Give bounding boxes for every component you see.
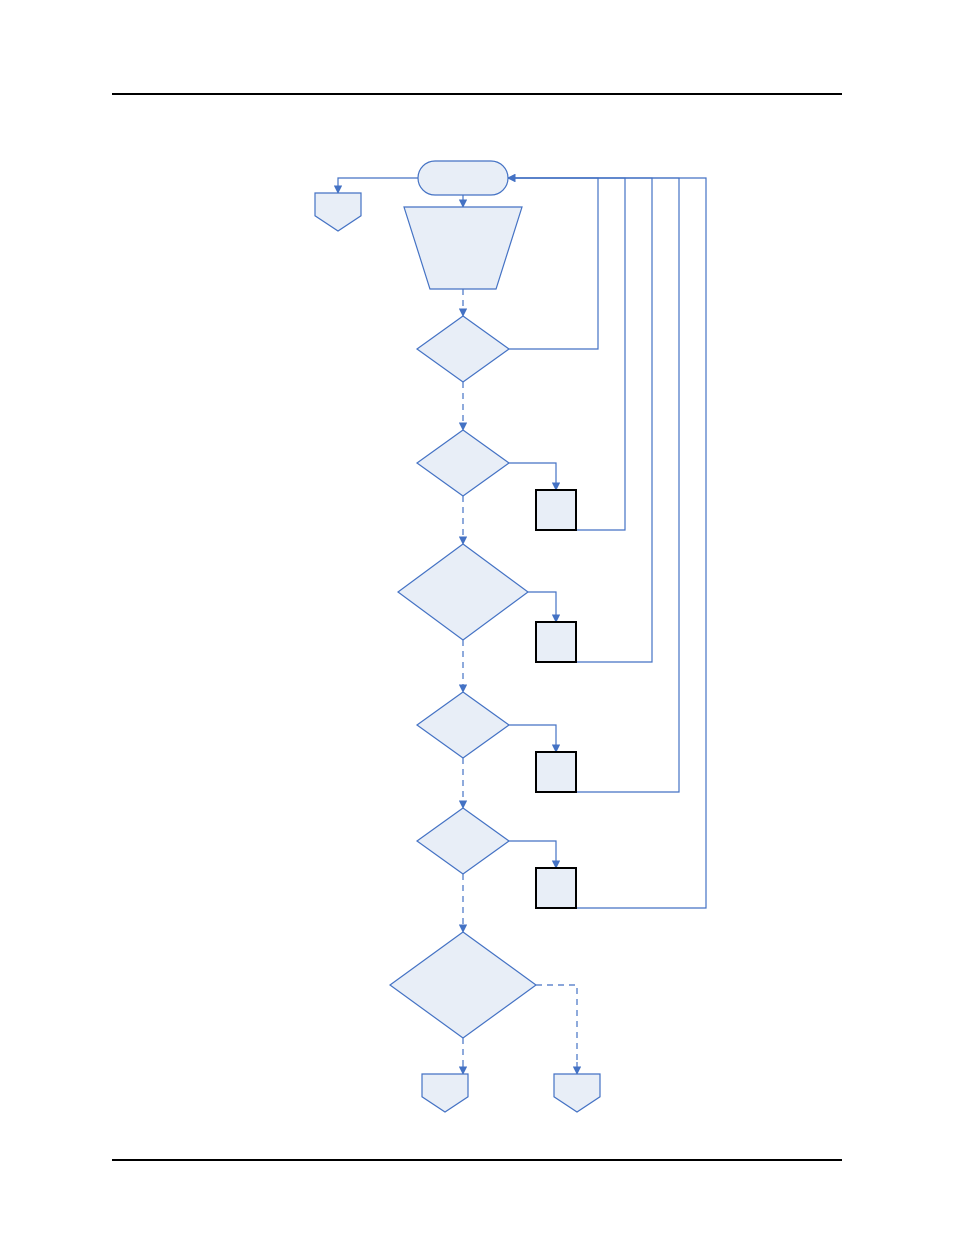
edge-proc2-to-start [508,178,652,662]
edge-dec3-to-proc2 [528,592,556,622]
edge-dec6-to-offpage_B2 [536,985,577,1062]
node-dec5 [417,808,509,874]
edge-dec5-to-proc4 [509,841,556,868]
edge-dec4-to-proc3 [509,725,556,752]
edge-start-to-offpage_L [338,178,418,193]
node-dec1 [417,316,509,382]
node-proc4 [536,868,576,908]
edge-dec2-to-proc1 [509,463,556,490]
node-dec3 [398,544,528,640]
edge-proc4-to-start [508,178,706,908]
node-dec4 [417,692,509,758]
node-offpage_B1 [422,1074,468,1112]
node-dec6 [390,932,536,1038]
edge-proc1-to-start [508,178,625,530]
node-offpage_B2 [554,1074,600,1112]
edge-dec1-to-start [508,178,598,349]
nodes-layer [315,161,600,1112]
node-dec2 [417,430,509,496]
node-proc3 [536,752,576,792]
node-input [404,207,522,289]
flowchart-canvas [0,0,954,1235]
node-start [418,161,508,195]
node-proc2 [536,622,576,662]
node-proc1 [536,490,576,530]
edges-layer [338,178,706,1074]
edge-proc3-to-start [508,178,679,792]
node-offpage_L [315,193,361,231]
